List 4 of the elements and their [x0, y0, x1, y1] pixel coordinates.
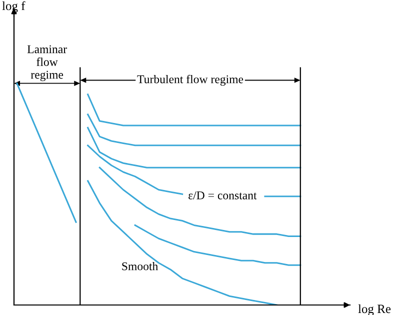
annotation: Smooth — [122, 262, 158, 270]
text: Laminar flow regime — [27, 45, 67, 82]
annotation: Turbulent flow regime — [137, 74, 244, 86]
annotation: ε/D = constant — [188, 191, 257, 200]
